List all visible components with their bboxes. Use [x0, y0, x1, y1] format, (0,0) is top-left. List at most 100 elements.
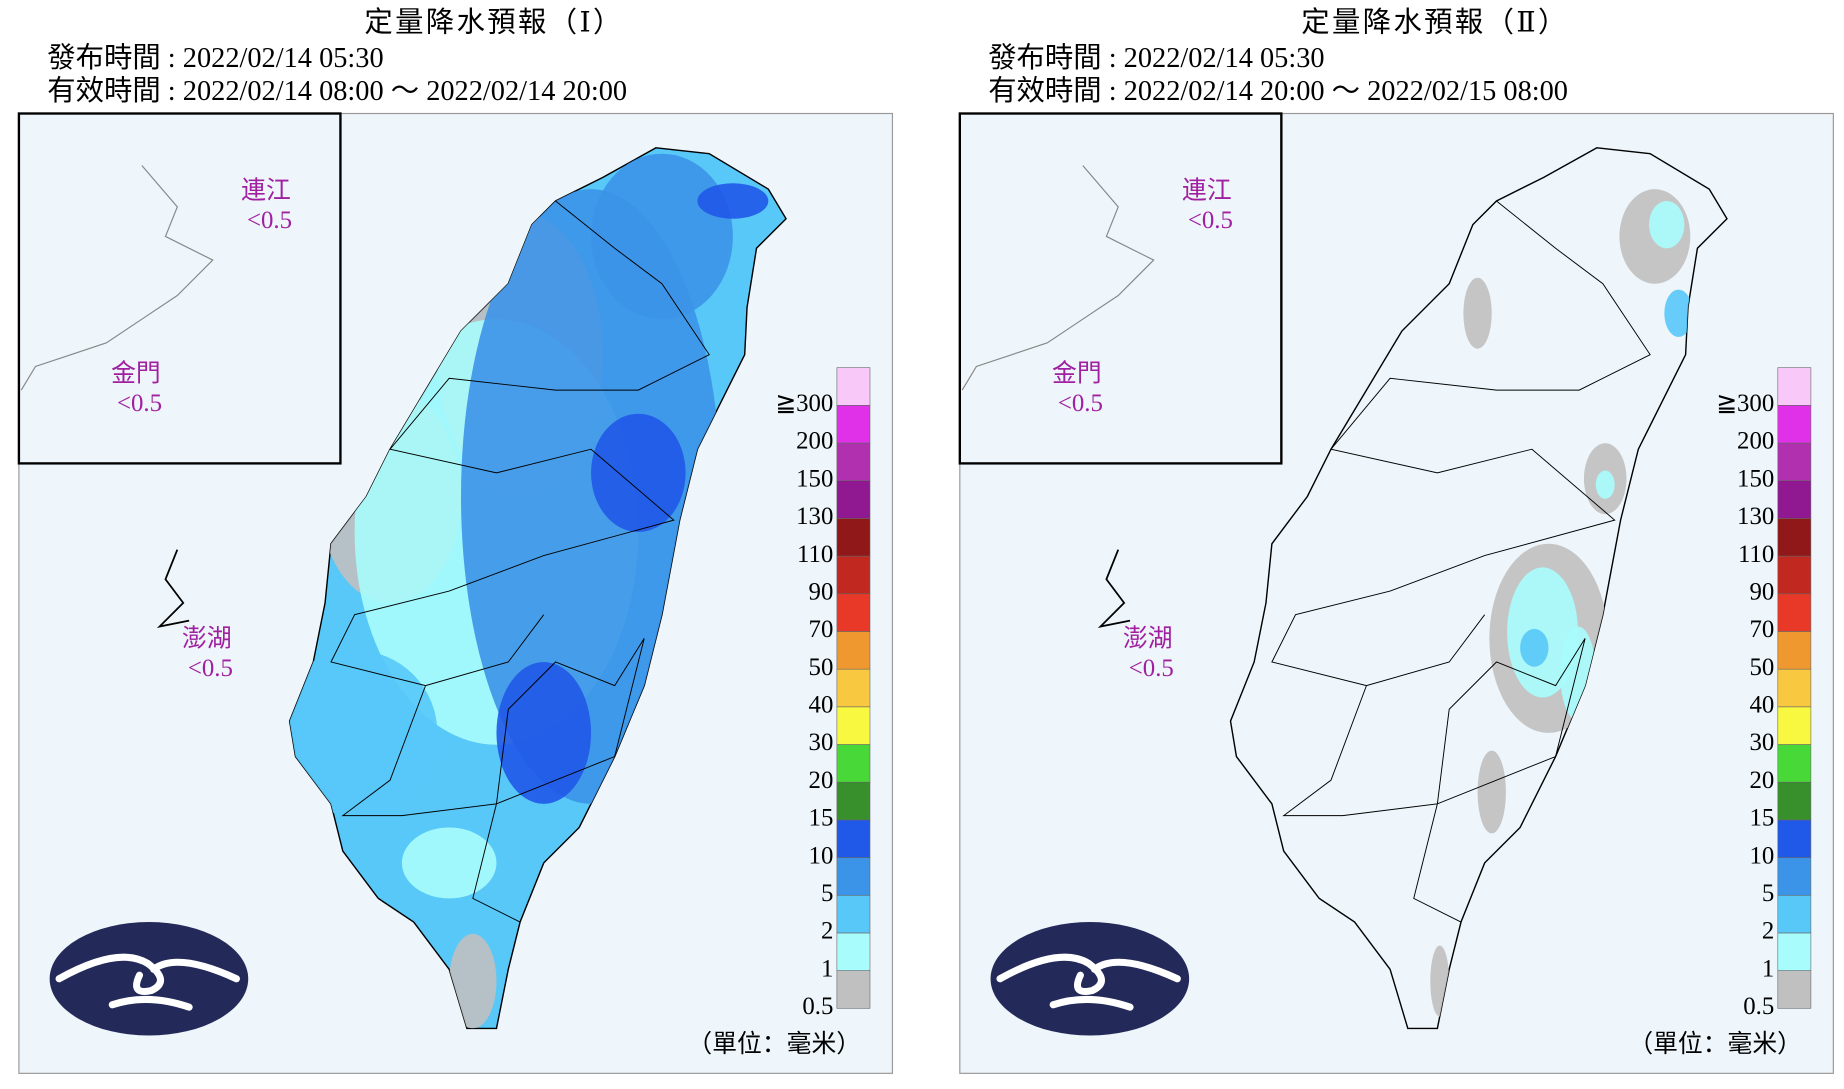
- cwb-logo: [49, 922, 249, 1036]
- region-name: 金門: [111, 360, 161, 388]
- rain-area: [1595, 470, 1615, 499]
- legend-label: 2: [1762, 918, 1774, 945]
- legend-swatch: [836, 932, 871, 971]
- legend-swatch: [836, 706, 871, 745]
- legend-label: 50: [809, 654, 834, 681]
- region-value: <0.5: [1188, 207, 1233, 234]
- legend-label: 0.5: [802, 993, 833, 1020]
- legend-label: ≧300: [775, 390, 833, 417]
- legend-label: 10: [809, 842, 834, 869]
- legend-label: ≧300: [1716, 390, 1774, 417]
- legend-label: 40: [809, 692, 834, 719]
- inset-box: [958, 112, 1283, 465]
- rain-area: [591, 153, 733, 320]
- county-borders: [341, 638, 645, 923]
- unit-label: （單位：毫米）: [1628, 1030, 1802, 1058]
- legend-swatch: [836, 668, 871, 708]
- rain-area: [1507, 567, 1579, 698]
- legend-label: 150: [796, 465, 833, 492]
- legend-label: 40: [1749, 692, 1774, 719]
- legend-swatch: [836, 367, 871, 406]
- legend-swatch: [836, 593, 871, 632]
- legend-swatch: [1777, 480, 1812, 519]
- county-borders: [1282, 638, 1586, 923]
- rain-area: [289, 650, 438, 816]
- legend-swatch: [1777, 857, 1812, 896]
- legend-label: 15: [1749, 805, 1774, 832]
- legend-swatch: [1777, 744, 1812, 783]
- legend-label: 30: [1749, 729, 1774, 756]
- penghu-islands: [156, 549, 190, 628]
- region-value: <0.5: [188, 655, 233, 682]
- legend-swatch: [836, 480, 871, 519]
- legend-swatch: [836, 970, 871, 1009]
- legend-swatch: [1777, 668, 1812, 708]
- rain-area: [401, 827, 497, 899]
- legend-label: 200: [796, 428, 833, 455]
- legend-swatch: [836, 518, 871, 557]
- rain-area: [697, 183, 769, 219]
- region-name: 澎湖: [1123, 624, 1173, 652]
- legend-label: 30: [809, 729, 834, 756]
- legend-swatch: [836, 781, 871, 821]
- issue-time: 發布時間 : 2022/02/14 05:30: [47, 42, 383, 74]
- legend-swatch: [836, 857, 871, 896]
- issue-time: 發布時間 : 2022/02/14 05:30: [988, 42, 1324, 74]
- legend-swatch: [1777, 894, 1812, 934]
- inset-box: [17, 112, 342, 465]
- legend-label: 110: [1738, 541, 1774, 568]
- legend-swatch: [1777, 819, 1812, 858]
- legend-label: 70: [809, 616, 834, 643]
- rain-area: [1463, 277, 1492, 349]
- legend-label: 15: [809, 805, 834, 832]
- valid-time: 有效時間 : 2022/02/14 08:00 ～ 2022/02/14 20:…: [47, 75, 627, 107]
- china-coast: [961, 165, 1155, 391]
- legend-label: 5: [821, 880, 833, 907]
- legend-label: 2: [821, 918, 833, 945]
- county-borders: [1271, 200, 1651, 687]
- legend-swatch: [1777, 442, 1812, 482]
- legend-label: 50: [1749, 654, 1774, 681]
- penghu-islands: [1097, 549, 1131, 628]
- legend-label: 0.5: [1743, 993, 1774, 1020]
- china-coast: [20, 165, 214, 391]
- legend-label: 20: [1749, 767, 1774, 794]
- region-value: <0.5: [1058, 390, 1103, 417]
- cwb-logo-swirl: [55, 953, 240, 1011]
- region-value: <0.5: [247, 207, 292, 234]
- rain-area: [1648, 200, 1685, 249]
- unit-label: （單位：毫米）: [687, 1030, 861, 1058]
- region-name: 連江: [241, 176, 291, 204]
- county-borders: [330, 200, 710, 687]
- taiwan-island: [1229, 147, 1728, 1030]
- legend-label: 70: [1749, 616, 1774, 643]
- legend-label: 1: [821, 955, 833, 982]
- legend-swatch: [836, 819, 871, 858]
- legend-swatch: [1777, 367, 1812, 406]
- legend-label: 150: [1737, 465, 1774, 492]
- cwb-logo: [990, 922, 1190, 1036]
- region-name: 金門: [1052, 360, 1102, 388]
- legend-label: 130: [1737, 503, 1774, 530]
- legend-swatch: [1777, 593, 1812, 632]
- legend-label: 5: [1762, 880, 1774, 907]
- legend-swatch: [836, 442, 871, 482]
- legend-swatch: [1777, 706, 1812, 745]
- legend-swatch: [836, 405, 871, 444]
- region-name: 連江: [1182, 176, 1232, 204]
- rain-area: [496, 661, 592, 804]
- legend-swatch: [836, 555, 871, 595]
- rain-area: [1664, 289, 1693, 337]
- rain-area: [1520, 628, 1549, 667]
- rain-area: [449, 933, 497, 1029]
- panel-title: 定量降水預報（Ⅰ）: [364, 6, 623, 38]
- legend-label: 1: [1762, 955, 1774, 982]
- legend-swatch: [1777, 631, 1812, 670]
- rain-area: [1477, 750, 1506, 834]
- legend-swatch: [836, 894, 871, 934]
- legend-swatch: [1777, 518, 1812, 557]
